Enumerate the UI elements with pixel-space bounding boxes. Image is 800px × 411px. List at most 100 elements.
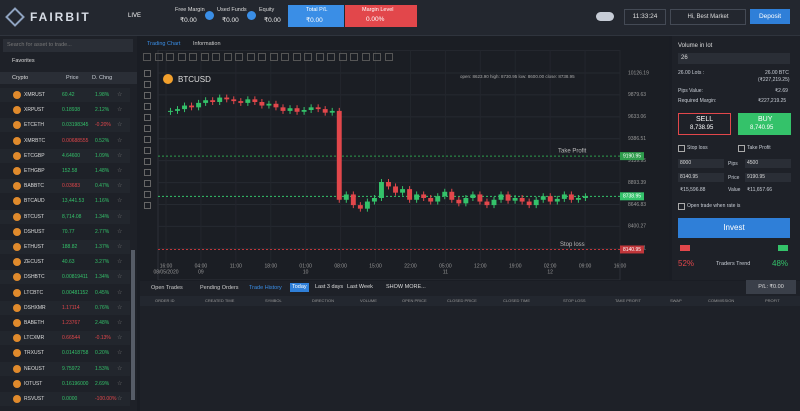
watch-row[interactable] <box>0 209 130 224</box>
side-tool[interactable] <box>144 136 151 143</box>
star[interactable]: ☆ <box>117 274 123 281</box>
side-tool[interactable] <box>144 191 151 198</box>
star[interactable]: ☆ <box>117 244 123 250</box>
favorites[interactable]: Favorites <box>12 58 35 64</box>
watch-row[interactable] <box>0 300 130 315</box>
star[interactable]: ☆ <box>117 152 123 159</box>
side-tool[interactable] <box>144 114 151 121</box>
watch-row[interactable] <box>0 148 130 163</box>
open-when-check[interactable] <box>678 203 685 210</box>
tool-icon[interactable] <box>212 53 220 61</box>
tool-icon[interactable] <box>281 53 289 61</box>
watch-row[interactable] <box>0 270 130 285</box>
tool-icon[interactable] <box>235 53 243 61</box>
star[interactable]: ☆ <box>117 365 123 372</box>
watch-row[interactable] <box>0 316 130 330</box>
watch-row[interactable] <box>0 88 130 102</box>
tool-icon[interactable] <box>327 53 335 61</box>
watch-row[interactable] <box>0 361 130 376</box>
order-tab[interactable]: Pending Orders <box>200 285 239 291</box>
star[interactable]: ☆ <box>117 213 123 220</box>
side-tool[interactable] <box>144 147 151 154</box>
watch-row[interactable] <box>0 376 130 391</box>
invest[interactable]: Invest <box>678 218 790 238</box>
tool-icon[interactable] <box>154 53 163 61</box>
star[interactable]: ☆ <box>117 198 123 205</box>
watch-row[interactable] <box>0 392 130 406</box>
watch-row[interactable] <box>0 255 130 270</box>
order-tab[interactable]: Trade History <box>249 285 282 291</box>
input[interactable]: 8000 <box>678 159 724 168</box>
star[interactable]: ☆ <box>117 92 123 98</box>
watch-row[interactable] <box>0 164 130 178</box>
star[interactable]: ☆ <box>117 380 123 387</box>
plus-icon[interactable] <box>205 11 214 20</box>
watch-row[interactable] <box>0 118 130 133</box>
sell-button[interactable] <box>678 113 731 135</box>
chart-tab[interactable]: Trading Chart <box>147 41 181 47</box>
watch-row[interactable] <box>0 285 130 300</box>
star[interactable]: ☆ <box>117 228 123 235</box>
order-tab[interactable]: Open Trades <box>151 285 183 291</box>
tool-icon[interactable] <box>304 53 312 61</box>
sl-check[interactable] <box>678 145 685 152</box>
star[interactable]: ☆ <box>117 396 123 402</box>
side-tool[interactable] <box>144 81 151 88</box>
star[interactable]: ☆ <box>117 335 123 342</box>
tool-icon[interactable] <box>269 53 278 61</box>
deposit[interactable]: Deposit <box>750 9 790 24</box>
tool-icon[interactable] <box>189 53 197 61</box>
tool-icon[interactable] <box>373 53 381 61</box>
tool-icon[interactable] <box>338 53 347 61</box>
tool-icon[interactable] <box>143 53 151 61</box>
filter[interactable]: Last 3 days <box>315 284 344 290</box>
mode[interactable]: LIVE <box>128 13 142 19</box>
filter[interactable]: Last Week <box>347 284 373 290</box>
watch-row[interactable] <box>0 240 130 254</box>
watch-row[interactable] <box>0 224 130 239</box>
input[interactable]: 8140.95 <box>678 173 724 182</box>
tool-icon[interactable] <box>200 53 209 61</box>
side-tool[interactable] <box>144 169 151 176</box>
tp-check[interactable] <box>738 145 745 152</box>
star[interactable]: ☆ <box>117 289 123 296</box>
star[interactable]: ☆ <box>117 107 123 114</box>
tool-icon[interactable] <box>258 53 266 61</box>
star[interactable]: ☆ <box>117 320 123 326</box>
tool-icon[interactable] <box>223 53 232 61</box>
search[interactable]: Search for asset to trade... <box>3 39 133 52</box>
watch-row[interactable] <box>0 194 130 209</box>
plus-icon[interactable] <box>247 11 256 20</box>
filter[interactable]: Today <box>290 283 309 292</box>
watch-row[interactable] <box>0 179 130 194</box>
star[interactable]: ☆ <box>117 122 123 129</box>
theme-toggle[interactable] <box>596 12 614 21</box>
side-tool[interactable] <box>144 202 151 209</box>
tool-icon[interactable] <box>246 53 255 61</box>
filter[interactable]: SHOW MORE... <box>386 284 426 290</box>
watch-row[interactable] <box>0 103 130 118</box>
chart-tab[interactable]: Information <box>193 41 221 47</box>
star[interactable]: ☆ <box>117 350 123 357</box>
group[interactable]: Crypto <box>12 75 29 81</box>
tool-icon[interactable] <box>166 53 174 61</box>
star[interactable]: ☆ <box>117 259 123 266</box>
side-tool[interactable] <box>144 92 151 99</box>
star[interactable]: ☆ <box>117 137 123 144</box>
buy-button[interactable] <box>738 113 791 135</box>
side-tool[interactable] <box>144 180 151 187</box>
star[interactable]: ☆ <box>117 304 123 311</box>
star[interactable]: ☆ <box>117 183 123 190</box>
watch-row[interactable] <box>0 346 130 361</box>
input[interactable]: 4500 <box>745 159 791 168</box>
tool-icon[interactable] <box>361 53 370 61</box>
input[interactable]: 9190.95 <box>745 173 791 182</box>
tool-icon[interactable] <box>384 53 393 61</box>
side-tool[interactable] <box>144 103 151 110</box>
tool-icon[interactable] <box>350 53 358 61</box>
tool-icon[interactable] <box>177 53 186 61</box>
tool-icon[interactable] <box>315 53 324 61</box>
user[interactable]: Hi, Best Market <box>670 9 746 25</box>
watch-row[interactable] <box>0 331 130 346</box>
volume-input[interactable]: 26 <box>678 53 790 64</box>
